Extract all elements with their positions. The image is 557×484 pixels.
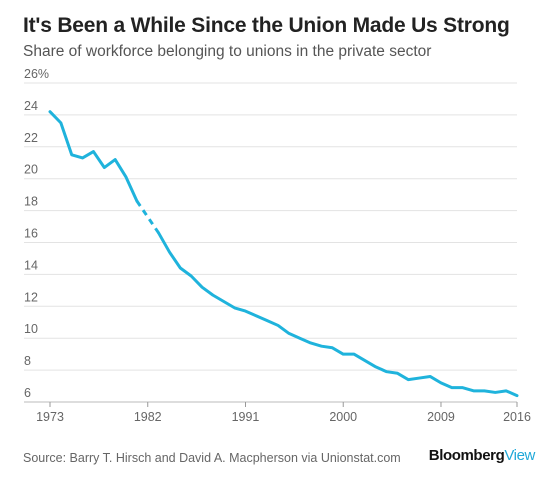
y-tick-label: 10 — [24, 322, 38, 336]
y-tick-label: 20 — [24, 163, 38, 177]
grid-layer — [24, 82, 517, 403]
chart-title: It's Been a While Since the Union Made U… — [23, 14, 510, 37]
tick-layer: 6 8 10 12 14 16 18 20 22 24 26% 1973 1982 1991 2000 200… — [24, 67, 531, 424]
x-tick-label: 2009 — [427, 410, 455, 424]
y-tick-label: 26% — [24, 67, 49, 81]
x-tick-label: 1991 — [232, 410, 260, 424]
y-tick-label: 6 — [24, 386, 31, 400]
y-tick-label: 12 — [24, 290, 38, 304]
x-tick-label: 2016 — [503, 410, 531, 424]
y-tick-label: 18 — [24, 195, 38, 209]
series-layer — [48, 110, 519, 398]
source-note: Source: Barry T. Hirsch and David A. Mac… — [23, 451, 401, 465]
brand-main: Bloomberg — [428, 447, 505, 464]
x-tick-label: 1982 — [134, 410, 162, 424]
y-tick-label: 14 — [24, 258, 38, 272]
y-tick-label: 22 — [24, 131, 38, 145]
brand-logo: BloombergView — [428, 447, 536, 464]
y-tick-label: 8 — [24, 354, 31, 368]
x-tick-label: 1973 — [36, 410, 64, 424]
y-tick-label: 16 — [24, 227, 38, 241]
series-line-gap-dashed — [135, 200, 160, 234]
y-tick-label: 24 — [24, 99, 38, 113]
line-chart: 6 8 10 12 14 16 18 20 22 24 26% 1973 1982 1991 2000 200… — [24, 67, 531, 424]
brand-suffix: View — [504, 447, 535, 464]
series-line — [157, 231, 519, 398]
x-tick-label: 2000 — [329, 410, 357, 424]
chart-subtitle: Share of workforce belonging to unions i… — [23, 43, 432, 60]
series-line — [48, 110, 139, 203]
